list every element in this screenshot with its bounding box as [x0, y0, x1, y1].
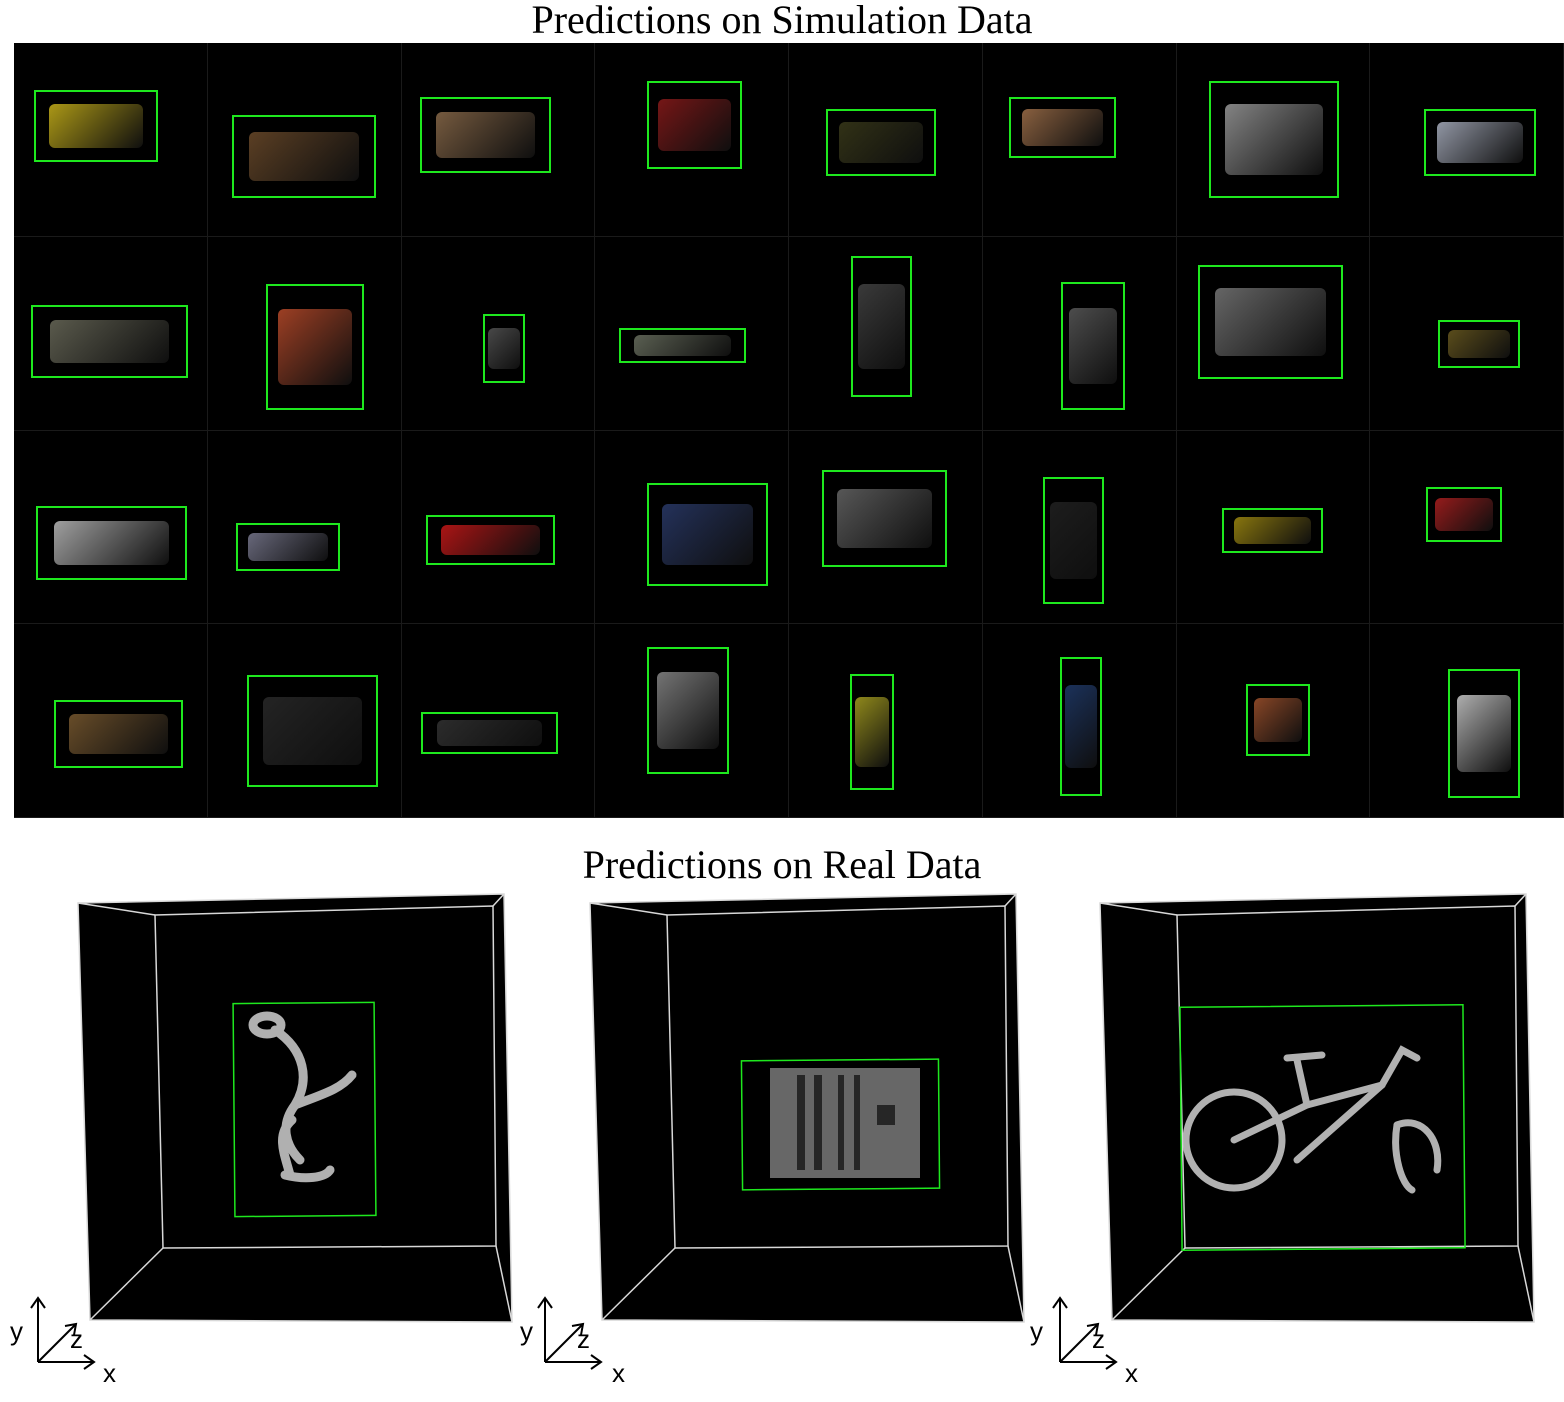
prediction-box — [822, 470, 947, 567]
prediction-box — [1198, 265, 1343, 379]
axis-z-label: z — [577, 1324, 590, 1354]
prediction-box — [647, 483, 768, 586]
prediction-box — [1246, 684, 1310, 756]
axis-y-label: y — [520, 1316, 533, 1346]
axis-indicator-2: y z x — [515, 1290, 635, 1390]
prediction-box — [232, 115, 376, 198]
prediction-box — [421, 712, 558, 754]
axis-x-label: x — [612, 1358, 625, 1388]
prediction-box — [34, 90, 158, 162]
prediction-box — [1426, 487, 1502, 542]
prediction-box — [483, 314, 525, 383]
axis-indicator-1: y z x — [8, 1290, 128, 1390]
prediction-box — [851, 256, 912, 397]
prediction-box — [647, 81, 742, 169]
prediction-box — [1009, 97, 1116, 158]
prediction-box — [850, 674, 894, 790]
axis-z-label: z — [70, 1324, 83, 1354]
prediction-box — [1060, 657, 1102, 796]
prediction-box — [266, 284, 364, 410]
real-panel-statue — [70, 890, 520, 1330]
prediction-box — [1222, 508, 1323, 553]
prediction-box — [1448, 669, 1520, 798]
prediction-box — [236, 523, 340, 571]
axis-x-label: x — [103, 1358, 116, 1388]
prediction-box — [54, 700, 183, 768]
target-shape — [770, 1068, 920, 1178]
prediction-box — [1209, 81, 1339, 198]
prediction-box — [826, 109, 936, 176]
prediction-box — [420, 97, 551, 173]
prediction-box — [1043, 477, 1104, 604]
real-panel-target — [582, 890, 1032, 1330]
axis-y-label: y — [1030, 1316, 1043, 1346]
prediction-box — [619, 328, 746, 363]
bottom-title: Predictions on Real Data — [0, 845, 1564, 885]
prediction-box — [1424, 109, 1536, 176]
top-title: Predictions on Simulation Data — [0, 0, 1564, 40]
prediction-box — [1061, 282, 1125, 410]
axis-y-label: y — [10, 1316, 23, 1346]
prediction-box — [247, 675, 378, 787]
prediction-box — [647, 647, 729, 774]
prediction-box — [31, 305, 188, 378]
axis-z-label: z — [1092, 1324, 1105, 1354]
simulation-grid — [14, 43, 1564, 818]
axis-indicator-3: y z x — [1025, 1290, 1145, 1390]
prediction-box — [426, 515, 555, 565]
prediction-box — [1438, 320, 1520, 368]
prediction-box — [36, 506, 187, 580]
axis-x-label: x — [1125, 1358, 1138, 1388]
real-panel-bicycle — [1092, 890, 1542, 1330]
